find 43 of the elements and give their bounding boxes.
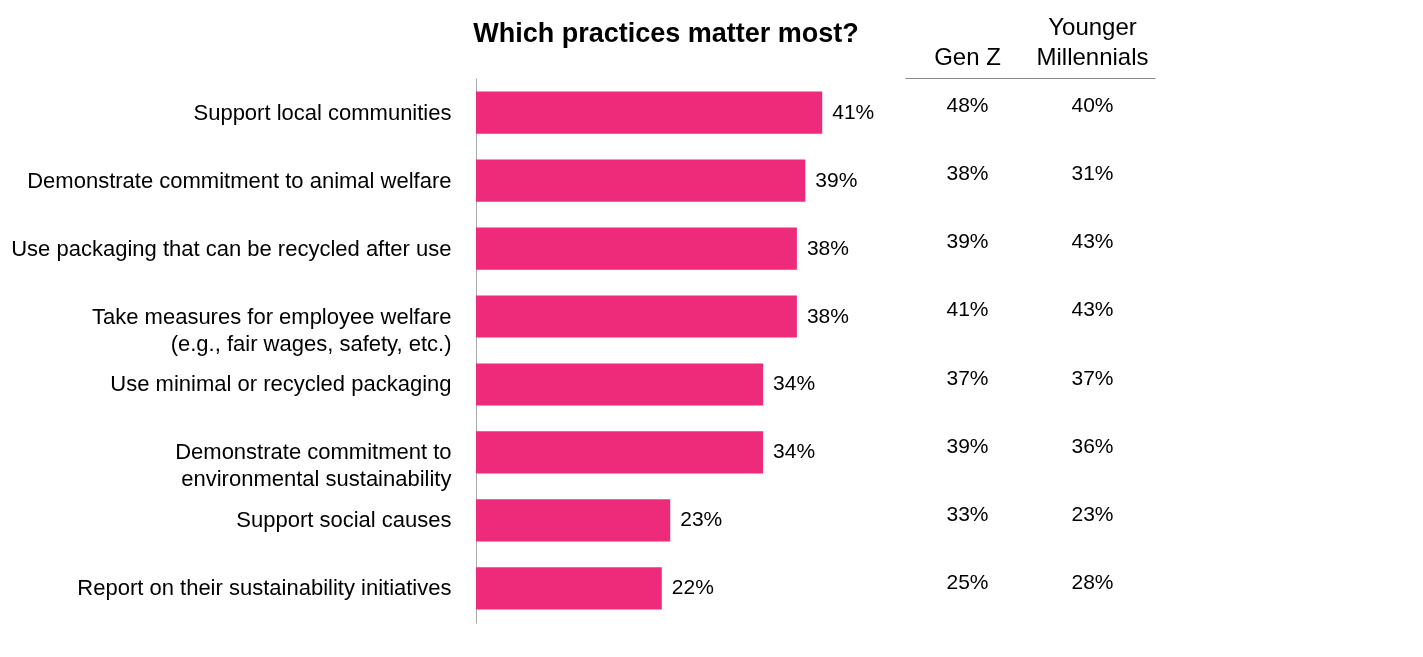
data-label: 38% xyxy=(806,303,849,327)
x-tick-label: Younger Millennials xyxy=(1036,12,1149,70)
data-label: 22% xyxy=(671,575,714,599)
data-label: 23% xyxy=(680,507,723,531)
y-tick-label: Use minimal or recycled packaging xyxy=(110,371,452,397)
data-label: 25% xyxy=(946,569,989,593)
bar xyxy=(476,431,764,474)
bar xyxy=(476,91,823,134)
data-label: 48% xyxy=(946,93,989,117)
data-label: 28% xyxy=(1071,569,1114,593)
data-label: 36% xyxy=(1071,433,1114,457)
chart-title: Which practices matter most? xyxy=(473,18,859,48)
data-label: 23% xyxy=(1071,501,1114,525)
data-label: 40% xyxy=(1071,93,1114,117)
data-label: 31% xyxy=(1071,161,1114,185)
bar xyxy=(476,363,764,406)
y-tick-label: Take measures for employee welfare (e.g., fair wages, safety, etc.) xyxy=(92,303,452,356)
y-tick-label: Support social causes xyxy=(236,507,452,533)
data-label: 33% xyxy=(946,501,989,525)
data-label: 38% xyxy=(806,235,849,259)
bar xyxy=(476,227,797,270)
data-label: 38% xyxy=(946,161,989,185)
y-tick-label: Demonstrate commitment to environmental sustainability xyxy=(175,439,452,492)
data-label: 39% xyxy=(946,229,989,253)
data-label: 34% xyxy=(773,371,816,395)
data-label: 41% xyxy=(946,297,989,321)
data-label: 39% xyxy=(946,433,989,457)
bar xyxy=(476,567,662,610)
y-tick-label: Report on their sustainability initiatives xyxy=(77,575,452,601)
bar xyxy=(476,159,806,202)
bar xyxy=(476,499,671,542)
data-label: 43% xyxy=(1071,297,1114,321)
data-label: 34% xyxy=(773,439,816,463)
data-label: 37% xyxy=(1071,365,1114,389)
data-label: 41% xyxy=(832,99,875,123)
y-tick-label: Use packaging that can be recycled after use xyxy=(11,235,452,261)
data-label: 43% xyxy=(1071,229,1114,253)
y-tick-label: Support local communities xyxy=(193,99,452,125)
data-label: 37% xyxy=(946,365,989,389)
y-tick-label: Demonstrate commitment to animal welfare xyxy=(27,167,452,193)
x-tick-label: Gen Z xyxy=(934,42,1001,70)
bar xyxy=(476,295,797,338)
data-label: 39% xyxy=(815,167,858,191)
